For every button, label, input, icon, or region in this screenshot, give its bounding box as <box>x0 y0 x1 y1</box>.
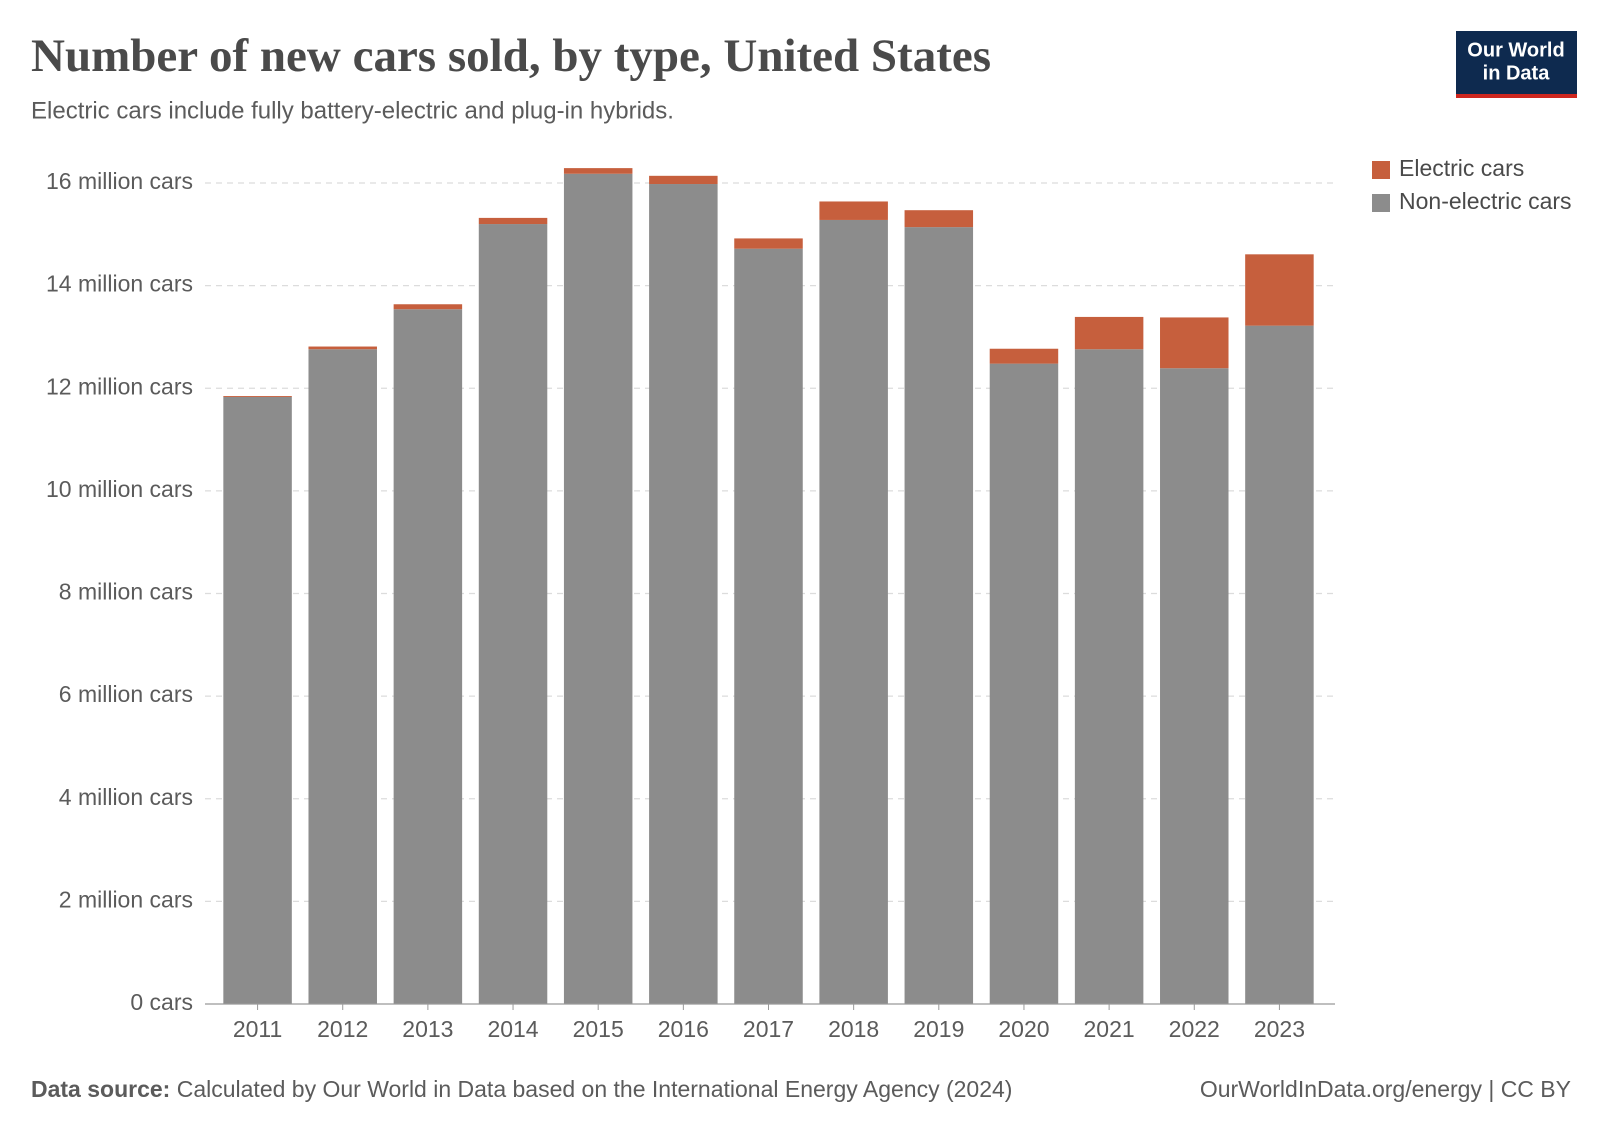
legend-label: Non-electric cars <box>1399 188 1572 214</box>
bar-segment <box>734 248 803 1004</box>
y-tick-label: 6 million cars <box>59 681 193 707</box>
bar-segment <box>1245 325 1314 1004</box>
x-tick-label: 2018 <box>828 1016 879 1042</box>
bar-segment <box>819 219 888 1004</box>
bar-segment <box>649 175 718 185</box>
bar-segment <box>223 396 292 397</box>
source: Data source: Calculated by Our World in … <box>31 1076 1012 1102</box>
logo-text: in Data <box>1483 62 1551 84</box>
y-tick-label: 8 million cars <box>59 579 193 605</box>
x-tick-label: 2021 <box>1084 1016 1135 1042</box>
bar-segment <box>1160 317 1229 369</box>
y-tick-label: 0 cars <box>130 989 193 1015</box>
bar-segment <box>904 210 974 228</box>
bar-segment <box>393 304 463 310</box>
bar-segment <box>393 309 463 1004</box>
x-tick-label: 2014 <box>487 1016 538 1042</box>
y-tick-label: 12 million cars <box>46 373 193 399</box>
logo-box <box>1456 31 1577 97</box>
x-tick-label: 2023 <box>1254 1016 1305 1042</box>
logo-text: Our World <box>1467 39 1564 61</box>
x-tick-label: 2022 <box>1169 1016 1220 1042</box>
bar-segment <box>1074 349 1144 1004</box>
source-text: Calculated by Our World in Data based on… <box>177 1076 1013 1102</box>
y-tick-label: 10 million cars <box>46 476 193 502</box>
x-tick-label: 2013 <box>402 1016 453 1042</box>
logo-stripe <box>1456 94 1577 98</box>
bar-segment <box>734 238 803 249</box>
x-tick-label: 2016 <box>658 1016 709 1042</box>
bar-segment <box>308 349 377 1004</box>
x-tick-label: 2017 <box>743 1016 794 1042</box>
bar-segment <box>1160 368 1229 1004</box>
y-tick-label: 2 million cars <box>59 886 193 912</box>
legend-swatch <box>1372 161 1390 179</box>
chart-title: Number of new cars sold, by type, United… <box>31 30 991 82</box>
legend-label: Electric cars <box>1399 155 1524 181</box>
bar-segment <box>904 227 974 1004</box>
x-tick-label: 2019 <box>913 1016 964 1042</box>
bar-segment <box>1074 316 1144 350</box>
chart-subtitle: Electric cars include fully battery-elec… <box>31 97 674 124</box>
bar-segment <box>1245 254 1314 326</box>
x-tick-label: 2012 <box>317 1016 368 1042</box>
bar-segment <box>478 217 548 225</box>
x-tick-label: 2011 <box>233 1016 282 1042</box>
x-tick-label: 2015 <box>573 1016 624 1042</box>
bar-segment <box>989 363 1059 1004</box>
credit: OurWorldInData.org/energy | CC BY <box>1200 1076 1571 1102</box>
bar-segment <box>819 201 888 220</box>
y-tick-label: 16 million cars <box>46 168 193 194</box>
x-tick-label: 2020 <box>998 1016 1049 1042</box>
bar-segment <box>308 346 377 350</box>
bar-segment <box>563 173 633 1005</box>
y-tick-label: 4 million cars <box>59 784 193 810</box>
legend-swatch <box>1372 194 1390 212</box>
bar-segment <box>478 224 548 1005</box>
bar-segment <box>989 348 1059 364</box>
y-tick-label: 14 million cars <box>46 271 193 297</box>
bar-segment <box>223 396 292 1004</box>
source-label: Data source: <box>31 1076 170 1102</box>
logo: Our World in Data <box>1456 31 1577 98</box>
bar-segment <box>563 168 633 174</box>
bar-segment <box>649 184 718 1004</box>
